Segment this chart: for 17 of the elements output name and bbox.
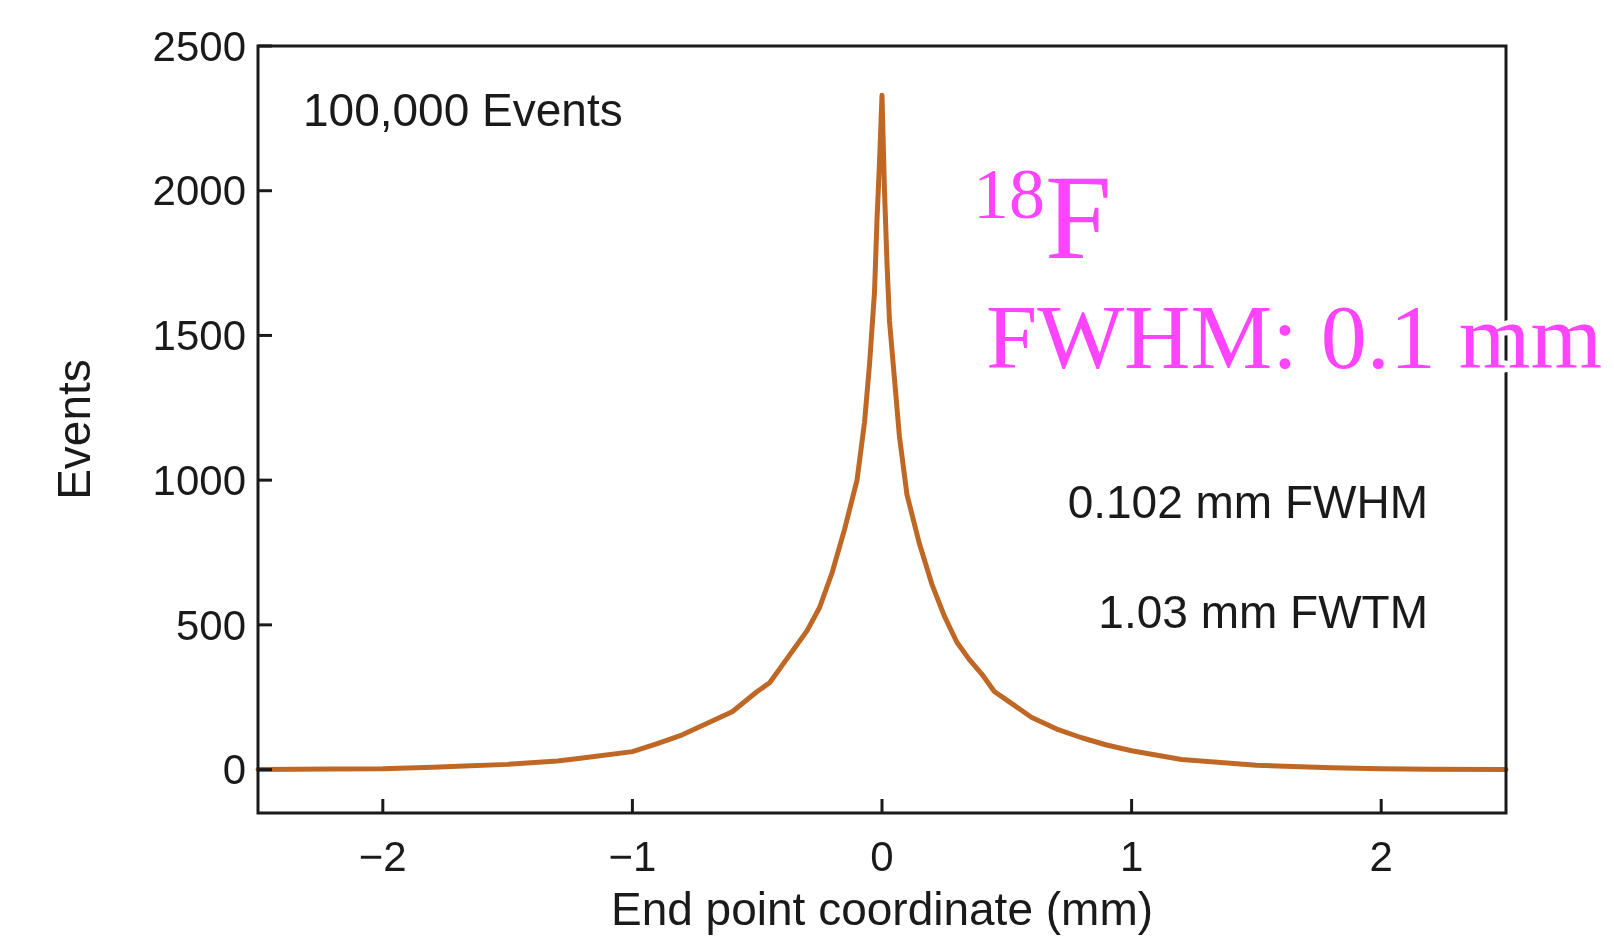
x-tick-label: −1: [608, 833, 657, 880]
annotation: $^{18}$F: [973, 151, 1112, 284]
x-tick-label: 1: [1119, 833, 1144, 880]
annotation: 100,000 Events: [303, 84, 623, 136]
y-tick-label: 0: [222, 746, 246, 794]
y-tick-label: 1500: [152, 312, 246, 360]
y-tick-label: 2500: [152, 22, 246, 70]
annotation: 0.102 mm FWHM: [1067, 476, 1428, 528]
x-tick-label: −2: [358, 833, 407, 880]
x-tick-label: 2: [1369, 833, 1393, 880]
x-axis-title: End point coordinate (mm): [610, 883, 1154, 935]
y-tick-label: 1000: [152, 456, 246, 504]
y-axis-title: Events: [48, 359, 100, 500]
y-tick-label: 500: [175, 601, 246, 649]
y-tick-label: 2000: [152, 167, 246, 215]
annotation: 1.03 mm FWTM: [1098, 586, 1428, 638]
x-tick-label: 0: [870, 833, 894, 880]
